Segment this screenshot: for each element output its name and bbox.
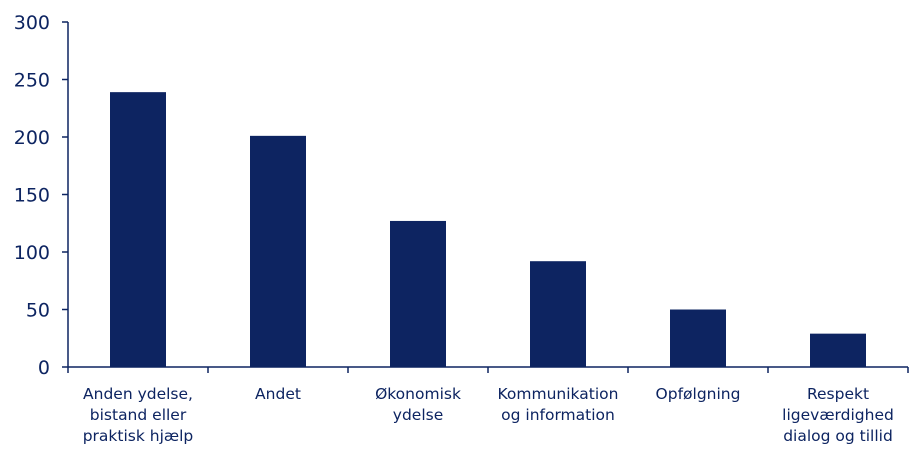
y-tick-label: 50 (26, 300, 50, 322)
bar (390, 220, 446, 367)
bar (250, 135, 306, 367)
x-tick-label-line: og information (501, 406, 615, 424)
x-tick-label-line: Anden ydelse, (83, 385, 193, 403)
x-tick-label: Økonomisk ydelse (375, 385, 461, 424)
x-tick-label: Respekt ligeværdighed dialog og tillid (782, 385, 894, 445)
y-tick-label: 0 (38, 357, 50, 379)
x-tick-label-line: Respekt (807, 385, 869, 403)
y-tick-label: 100 (14, 242, 50, 264)
bar (670, 309, 726, 367)
x-tick-label: Anden ydelse, bistand eller praktisk hjælp (83, 385, 194, 445)
x-tick-label-line: Kommunikation (498, 385, 619, 403)
y-tick-label: 300 (14, 12, 50, 34)
x-axis-ticks: Anden ydelse, bistand eller praktisk hjælp… (67, 367, 909, 445)
bar (810, 333, 866, 367)
y-axis-ticks: 0 50 100 150 200 250 300 (14, 12, 68, 379)
bars (110, 92, 866, 368)
x-tick-label: Kommunikation og information (498, 385, 619, 424)
bar (530, 261, 586, 367)
x-tick-label-line: ydelse (393, 406, 443, 424)
x-tick-label-line: Andet (255, 385, 301, 403)
y-tick-label: 200 (14, 127, 50, 149)
x-tick-label-line: dialog og tillid (783, 427, 893, 445)
x-tick-label-line: praktisk hjælp (83, 427, 194, 445)
axes (67, 22, 908, 368)
y-tick-label: 250 (14, 70, 50, 92)
y-tick-label: 150 (14, 185, 50, 207)
x-tick-label-line: Opfølgning (656, 385, 741, 403)
x-tick-label-line: Økonomisk (375, 385, 461, 403)
x-tick-label: Andet (255, 385, 301, 403)
x-tick-label-line: bistand eller (90, 406, 187, 424)
bar (110, 92, 166, 368)
x-tick-label-line: ligeværdighed (782, 406, 894, 424)
x-tick-label: Opfølgning (656, 385, 741, 403)
